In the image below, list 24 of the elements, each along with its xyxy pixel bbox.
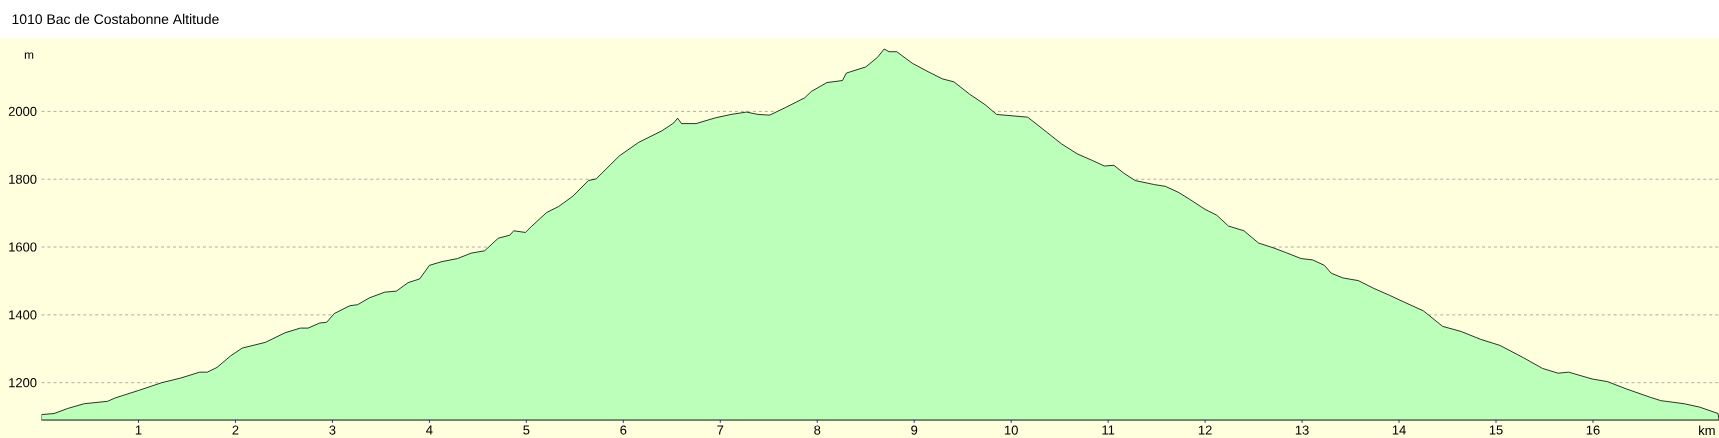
x-tick-label: 13 bbox=[1295, 425, 1309, 435]
x-tick-label: 1 bbox=[135, 425, 142, 435]
y-tick-label: 2000 bbox=[8, 106, 37, 116]
x-tick-label: 16 bbox=[1586, 425, 1600, 435]
x-tick-label: 15 bbox=[1489, 425, 1503, 435]
x-tick-label: 12 bbox=[1198, 425, 1212, 435]
x-tick-label: 5 bbox=[523, 425, 530, 435]
x-tick-label: 14 bbox=[1392, 425, 1406, 435]
y-tick-label: 1400 bbox=[9, 310, 37, 320]
x-tick-label: 3 bbox=[329, 425, 336, 435]
x-tick-label: 11 bbox=[1102, 425, 1115, 435]
x-tick-label: 10 bbox=[1004, 425, 1018, 435]
y-tick-label: 1200 bbox=[9, 378, 37, 388]
x-tick-label: 4 bbox=[426, 425, 433, 435]
x-axis-title: km bbox=[1699, 425, 1715, 435]
x-tick-label: 8 bbox=[814, 425, 821, 435]
chart-title: 1010 Bac de Costabonne Altitude bbox=[12, 13, 219, 25]
x-tick-label: 9 bbox=[911, 425, 918, 435]
x-tick-label: 2 bbox=[232, 425, 239, 435]
x-tick-label: 7 bbox=[717, 425, 724, 435]
x-tick-label: 6 bbox=[620, 425, 627, 435]
y-axis-title: m bbox=[24, 52, 34, 59]
y-tick-label: 1600 bbox=[9, 242, 37, 252]
y-tick-label: 1800 bbox=[9, 174, 37, 184]
